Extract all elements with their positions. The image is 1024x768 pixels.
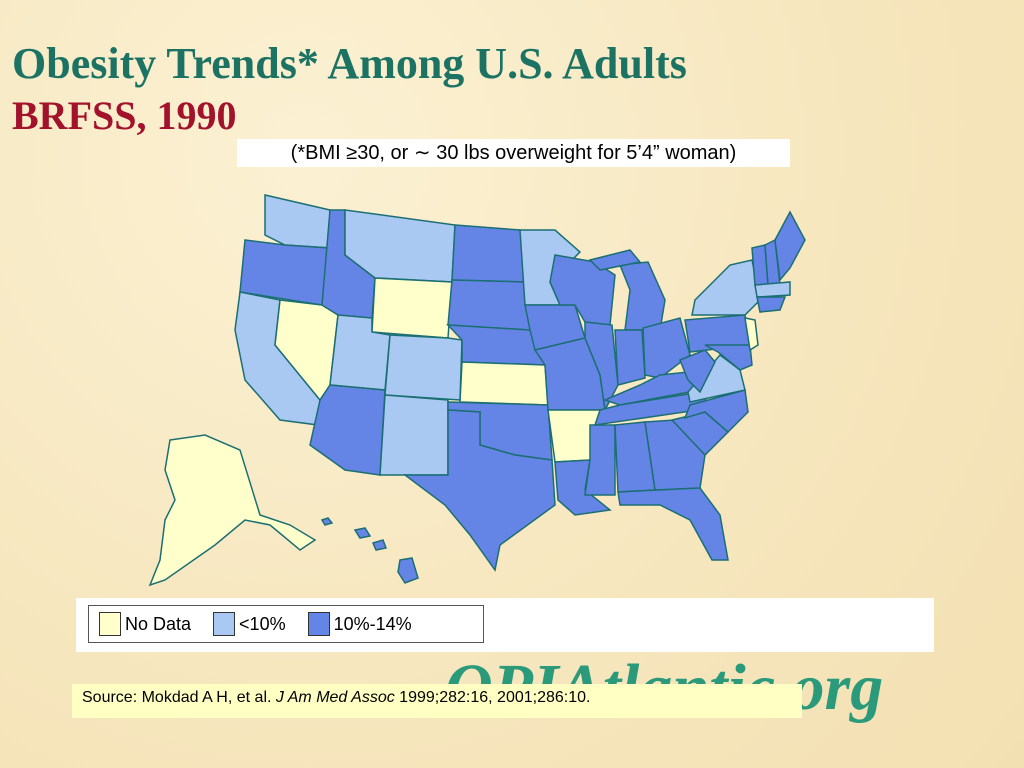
state <box>617 487 729 561</box>
state <box>584 424 616 496</box>
state <box>691 259 761 316</box>
state <box>754 281 791 298</box>
state <box>614 329 646 386</box>
source-suffix: 1999;282:16, 2001;286:10. <box>394 689 591 706</box>
legend-item: No Data <box>99 612 191 636</box>
state <box>148 434 317 587</box>
legend-label: <10% <box>239 613 286 634</box>
source-prefix: Source: Mokdad A H, et al. <box>82 689 276 706</box>
state <box>320 517 334 526</box>
state <box>371 539 388 551</box>
legend-swatch <box>213 612 236 636</box>
state <box>447 279 531 331</box>
state <box>384 334 463 401</box>
state <box>397 557 419 584</box>
subtitle: BRFSS, 1990 <box>12 93 237 138</box>
title: Obesity Trends* Among U.S. Adults <box>12 39 687 88</box>
state <box>451 224 526 283</box>
state <box>309 384 386 476</box>
note: (*BMI ≥30, or ∼ 30 lbs overweight for 5’… <box>237 139 790 167</box>
state <box>744 317 759 352</box>
legend: No Data <10% 10%-14% <box>88 605 484 643</box>
legend-swatch <box>307 612 330 636</box>
state <box>264 194 331 249</box>
state <box>704 344 753 371</box>
state <box>618 261 666 331</box>
state <box>756 296 787 313</box>
state <box>353 527 372 539</box>
legend-label: No Data <box>125 613 192 634</box>
state <box>402 409 556 572</box>
state <box>459 361 549 406</box>
state <box>371 277 453 339</box>
state <box>588 249 642 271</box>
legend-swatch <box>99 612 121 636</box>
us-map <box>148 194 806 587</box>
state <box>379 394 449 476</box>
state <box>642 317 691 379</box>
source-journal: J Am Med Assoc <box>275 689 395 706</box>
legend-item: <10% <box>213 612 286 636</box>
state <box>774 210 806 282</box>
legend-item: 10%-14% <box>307 612 412 636</box>
legend-label: 10%-14% <box>333 613 412 634</box>
source: Source: Mokdad A H, et al. J Am Med Asso… <box>82 688 682 708</box>
source-box: Source: Mokdad A H, et al. J Am Med Asso… <box>72 684 802 718</box>
state <box>679 349 716 394</box>
